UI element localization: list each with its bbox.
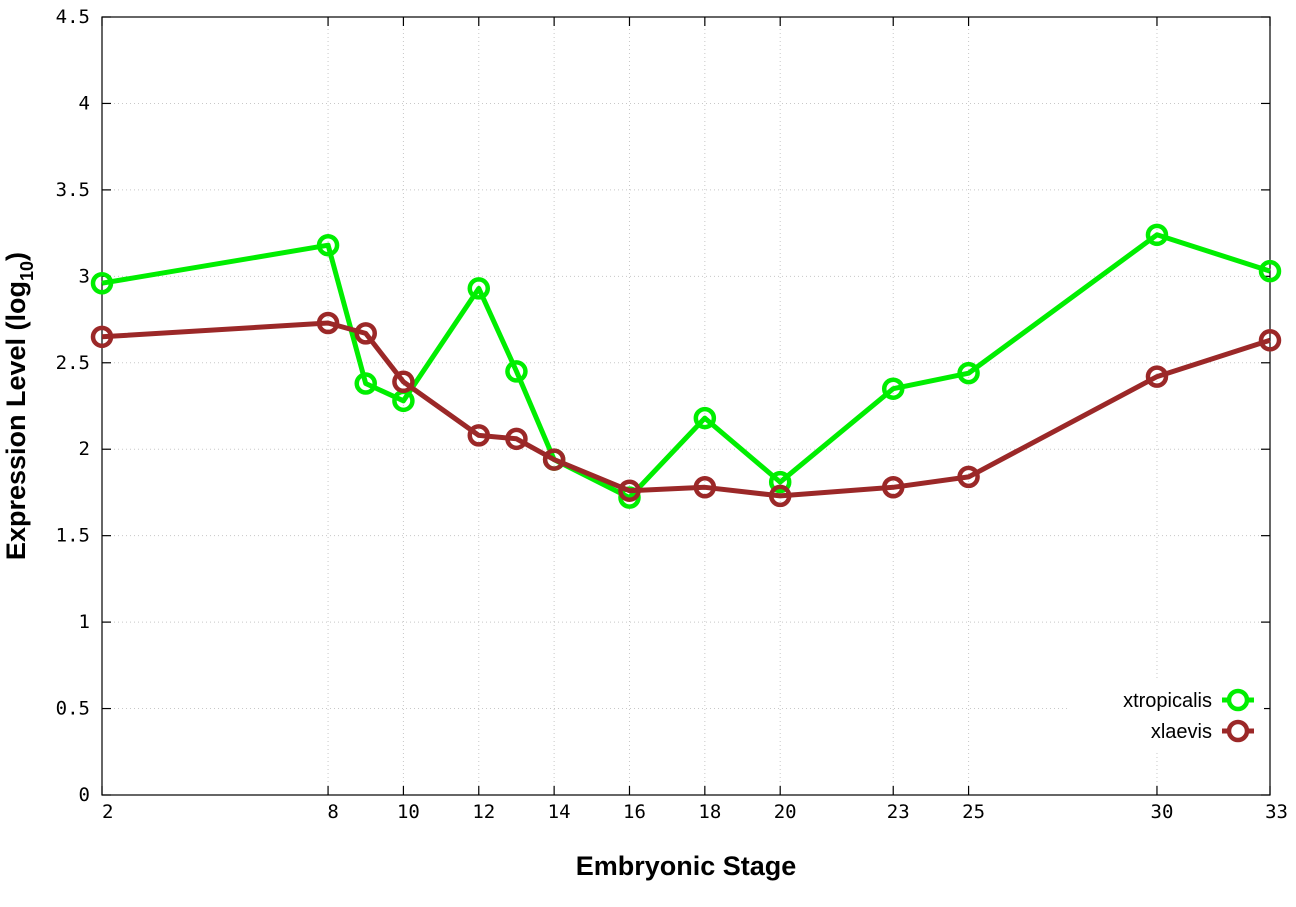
data-point-xtropicalis [881,377,905,400]
series-xtropicalis [90,223,1282,509]
x-tick-label: 14 [548,801,571,823]
data-point-xlaevis [881,476,905,499]
legend: xtropicalis xlaevis [1068,678,1264,750]
data-point-xlaevis [392,370,415,394]
data-point-xtropicalis [354,372,377,395]
x-tick-label: 16 [623,801,646,823]
data-point-xtropicalis [1145,223,1169,247]
series-layer [90,223,1282,509]
data-point-xtropicalis [316,233,340,257]
data-point-xlaevis [467,424,491,447]
y-tick-label: 1.5 [56,525,90,547]
y-tick-label: 4 [79,92,90,114]
x-tick-label: 8 [327,801,338,823]
data-point-xlaevis [90,325,114,349]
data-point-xtropicalis [505,360,528,383]
data-point-xlaevis [542,448,566,471]
y-tick-label: 4.5 [56,6,90,28]
x-tick-label: 25 [962,801,985,823]
y-tick-label: 3.5 [56,179,90,201]
x-tick-label: 23 [887,801,910,823]
data-point-xlaevis [505,427,528,451]
y-tick-label: 2.5 [56,352,90,374]
y-tick-labels: 0 0.5 1 1.5 2 2.5 3 3.5 4 4.5 [56,6,90,806]
data-point-xlaevis [693,476,717,499]
y-tick-label: 0.5 [56,698,90,720]
y-tick-label: 1 [79,611,90,633]
y-axis-title-suffix: ) [1,252,31,261]
x-tick-labels: 2 8 10 12 14 16 18 20 23 25 30 33 [102,801,1288,823]
x-tick-label: 30 [1151,801,1174,823]
legend-marker-xlaevis [1226,719,1250,743]
data-point-xtropicalis [90,271,114,295]
data-point-xtropicalis [467,277,491,300]
grid [102,17,1270,795]
plot-frame [101,16,1271,796]
y-tick-label: 2 [79,438,90,460]
y-axis-title: Expression Level (log10) [1,252,37,560]
series-line-xlaevis [101,320,1271,499]
data-point-xlaevis [354,322,377,345]
x-tick-label: 2 [102,801,113,823]
data-point-xtropicalis [693,406,717,430]
x-tick-label: 10 [397,801,420,823]
legend-label-xtropicalis: xtropicalis [1123,690,1212,712]
series-xlaevis [90,311,1282,508]
data-point-xlaevis [1258,329,1282,352]
data-point-xtropicalis [957,361,980,385]
data-point-xlaevis [768,484,792,508]
x-tick-label: 12 [472,801,495,823]
data-point-xlaevis [316,311,340,335]
data-point-xlaevis [957,465,980,489]
y-axis-title-main: Expression Level (log [1,281,31,560]
series-line-xtropicalis [101,232,1271,501]
y-tick-label: 3 [79,265,90,287]
y-axis-title-subscript: 10 [17,261,37,281]
x-axis-title: Embryonic Stage [576,851,797,881]
legend-marker-xtropicalis [1226,688,1250,712]
x-tick-label: 20 [774,801,797,823]
x-tick-label: 18 [698,801,721,823]
data-point-xtropicalis [1258,259,1282,283]
x-tick-label: 33 [1265,801,1288,823]
data-point-xlaevis [618,479,641,502]
data-point-xlaevis [1145,365,1169,388]
data-point-xtropicalis [768,470,792,494]
legend-label-xlaevis: xlaevis [1151,721,1212,743]
y-tick-label: 0 [79,784,90,806]
